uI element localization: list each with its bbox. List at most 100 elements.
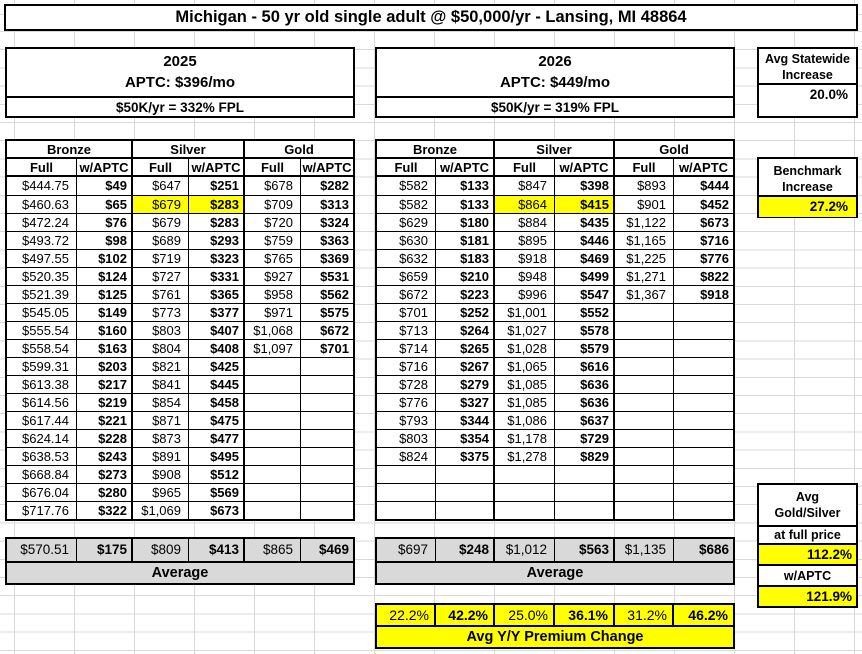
- premium-cell-2025[interactable]: $377: [189, 303, 245, 321]
- premium-cell-2026[interactable]: [674, 303, 733, 321]
- premium-cell-2026[interactable]: [615, 339, 674, 357]
- premium-cell-2025[interactable]: $614.56: [7, 393, 77, 411]
- premium-cell-2025[interactable]: $243: [77, 447, 133, 465]
- premium-cell-2026[interactable]: $948: [495, 267, 555, 285]
- premium-cell-2026[interactable]: $793: [377, 411, 436, 429]
- avg-statewide-box[interactable]: Avg Statewide Increase 20.0%: [757, 47, 858, 118]
- premium-cell-2025[interactable]: $891: [133, 447, 189, 465]
- header-gold[interactable]: Gold: [245, 141, 353, 159]
- premium-cell-2026[interactable]: [377, 483, 436, 501]
- premium-cell-2026[interactable]: $133: [436, 195, 495, 213]
- premium-cell-2026[interactable]: $398: [555, 177, 615, 195]
- premium-cell-2026[interactable]: $673: [674, 213, 733, 231]
- premium-cell-2025[interactable]: [301, 393, 353, 411]
- premium-cell-2026[interactable]: [615, 447, 674, 465]
- premium-cell-2026[interactable]: $714: [377, 339, 436, 357]
- premium-cell-2026[interactable]: $901: [615, 195, 674, 213]
- header-waptc[interactable]: w/APTC: [77, 159, 133, 177]
- premium-cell-2025[interactable]: $324: [301, 213, 353, 231]
- premium-cell-2026[interactable]: $829: [555, 447, 615, 465]
- premium-cell-2026[interactable]: [495, 501, 555, 519]
- benchmark-box[interactable]: Benchmark Increase 27.2%: [757, 157, 858, 218]
- premium-cell-2025[interactable]: [301, 411, 353, 429]
- premium-cell-2025[interactable]: $273: [77, 465, 133, 483]
- premium-cell-2026[interactable]: [495, 465, 555, 483]
- premium-cell-2025[interactable]: $624.14: [7, 429, 77, 447]
- premium-cell-2026[interactable]: [615, 483, 674, 501]
- premium-cell-2026[interactable]: $183: [436, 249, 495, 267]
- average-cell-2026[interactable]: $248: [436, 539, 495, 561]
- premium-cell-2025[interactable]: $322: [77, 501, 133, 519]
- premium-cell-2026[interactable]: $776: [377, 393, 436, 411]
- premium-cell-2025[interactable]: $512: [189, 465, 245, 483]
- premium-cell-2025[interactable]: $638.53: [7, 447, 77, 465]
- premium-cell-2026[interactable]: $716: [674, 231, 733, 249]
- header-gold[interactable]: Gold: [615, 141, 733, 159]
- premium-cell-2025[interactable]: $854: [133, 393, 189, 411]
- average-cell-2026[interactable]: $1,135: [615, 539, 674, 561]
- premium-cell-2026[interactable]: $265: [436, 339, 495, 357]
- premium-cell-2025[interactable]: [245, 375, 301, 393]
- gold-silver-box[interactable]: Avg Gold/Silver at full price 112.2% w/AP…: [757, 483, 858, 608]
- average-cell-2026[interactable]: $686: [674, 539, 733, 561]
- premium-cell-2025[interactable]: [245, 357, 301, 375]
- premium-cell-2025[interactable]: $761: [133, 285, 189, 303]
- premium-cell-2026[interactable]: $1,086: [495, 411, 555, 429]
- premium-cell-2026[interactable]: $1,027: [495, 321, 555, 339]
- premium-cell-2025[interactable]: $445: [189, 375, 245, 393]
- premium-cell-2025[interactable]: [245, 411, 301, 429]
- premium-cell-2026[interactable]: $1,085: [495, 393, 555, 411]
- premium-cell-2026[interactable]: $776: [674, 249, 733, 267]
- premium-cell-2025[interactable]: $407: [189, 321, 245, 339]
- premium-cell-2026[interactable]: $181: [436, 231, 495, 249]
- premium-cell-2026[interactable]: $672: [377, 285, 436, 303]
- premium-cell-2026[interactable]: $803: [377, 429, 436, 447]
- header-waptc[interactable]: w/APTC: [555, 159, 615, 177]
- average-cell-2025[interactable]: $570.51: [7, 539, 77, 561]
- premium-cell-2025[interactable]: $520.35: [7, 267, 77, 285]
- premium-cell-2026[interactable]: [674, 321, 733, 339]
- premium-cell-2025[interactable]: $727: [133, 267, 189, 285]
- premium-cell-2026[interactable]: $713: [377, 321, 436, 339]
- premium-cell-2025[interactable]: $1,069: [133, 501, 189, 519]
- premium-cell-2025[interactable]: $65: [77, 195, 133, 213]
- premium-cell-2026[interactable]: $636: [555, 375, 615, 393]
- premium-cell-2025[interactable]: $617.44: [7, 411, 77, 429]
- average-cell-2025[interactable]: $413: [189, 539, 245, 561]
- premium-cell-2026[interactable]: [555, 483, 615, 501]
- premium-cell-2026[interactable]: $354: [436, 429, 495, 447]
- header-waptc[interactable]: w/APTC: [189, 159, 245, 177]
- header-silver[interactable]: Silver: [495, 141, 615, 159]
- premium-cell-2026[interactable]: [674, 501, 733, 519]
- premium-cell-2026[interactable]: $444: [700, 178, 729, 193]
- yy-change-cell[interactable]: 31.2%: [615, 605, 674, 625]
- premium-cell-2026[interactable]: [615, 321, 674, 339]
- premium-cell-2025[interactable]: $219: [77, 393, 133, 411]
- premium-cell-2025[interactable]: $873: [133, 429, 189, 447]
- premium-cell-2026[interactable]: $864: [495, 195, 555, 213]
- premium-cell-2026[interactable]: $344: [436, 411, 495, 429]
- premium-cell-2026[interactable]: $728: [377, 375, 436, 393]
- premium-cell-2025[interactable]: $676.04: [7, 483, 77, 501]
- premium-cell-2026[interactable]: $918: [495, 249, 555, 267]
- premium-cell-2025[interactable]: [245, 429, 301, 447]
- premium-cell-2025[interactable]: [245, 393, 301, 411]
- premium-cell-2026[interactable]: $446: [555, 231, 615, 249]
- premium-cell-2026[interactable]: $552: [555, 303, 615, 321]
- premium-cell-2025[interactable]: [301, 447, 353, 465]
- premium-cell-2025[interactable]: $160: [77, 321, 133, 339]
- premium-cell-2025[interactable]: $293: [189, 231, 245, 249]
- premium-cell-2025[interactable]: $98: [77, 231, 133, 249]
- premium-cell-2025[interactable]: [301, 501, 353, 519]
- premium-cell-2025[interactable]: $672: [301, 321, 353, 339]
- premium-cell-2025[interactable]: $531: [301, 267, 353, 285]
- premium-cell-2026[interactable]: [495, 483, 555, 501]
- premium-cell-2025[interactable]: $719: [133, 249, 189, 267]
- premium-cell-2026[interactable]: $893: [615, 177, 674, 195]
- average-cell-2025[interactable]: $865: [245, 539, 301, 561]
- premium-cell-2026[interactable]: [615, 357, 674, 375]
- premium-cell-2026[interactable]: $180: [436, 213, 495, 231]
- header-full[interactable]: Full: [245, 159, 301, 177]
- premium-cell-2025[interactable]: $678: [245, 177, 301, 195]
- premium-cell-2025[interactable]: $475: [189, 411, 245, 429]
